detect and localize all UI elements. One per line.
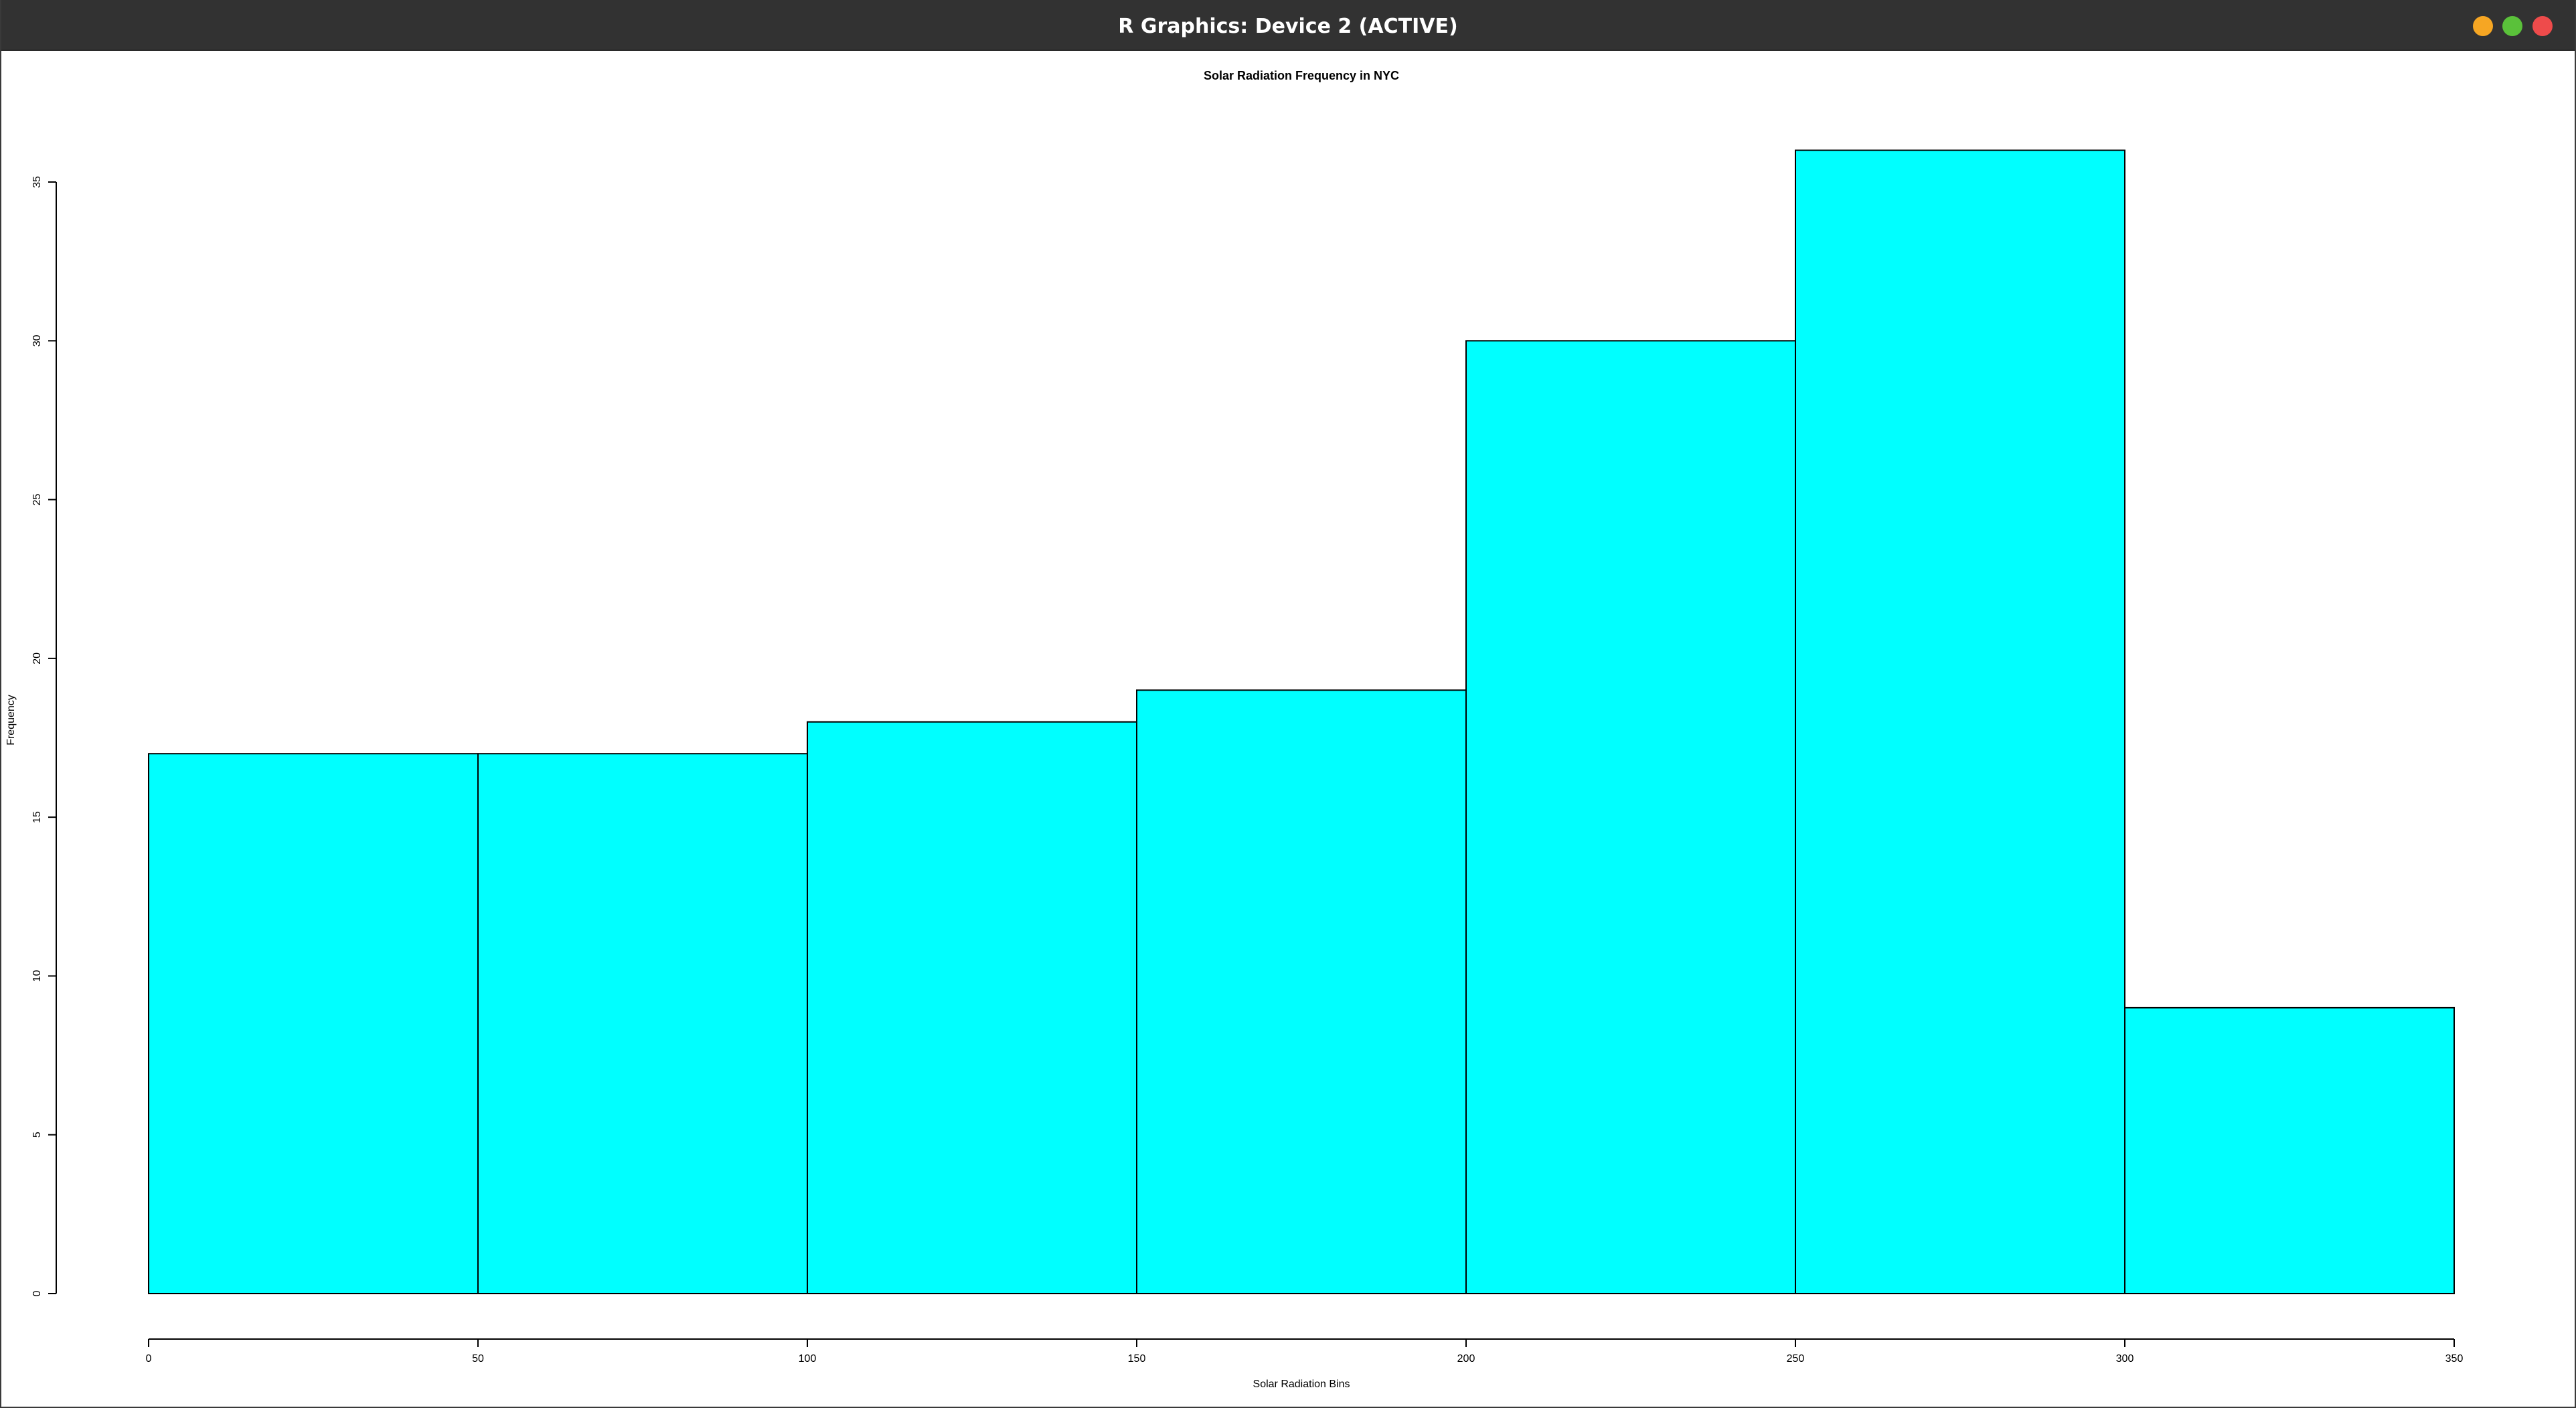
title-bar[interactable]: R Graphics: Device 2 (ACTIVE) [1,0,2575,51]
histogram-bar [807,721,1137,1294]
histogram-bar [2124,1006,2455,1295]
window-title: R Graphics: Device 2 (ACTIVE) [1118,15,1458,38]
y-tick-label: 25 [31,494,43,506]
y-tick-label: 10 [31,970,43,982]
y-tick-label: 20 [31,652,43,665]
close-button[interactable] [2532,16,2553,36]
histogram-bar [1136,689,1467,1294]
y-tick-label: 35 [31,176,43,188]
histogram-bar [1795,149,2125,1295]
y-axis: 0 5 10 15 20 25 30 35 [31,176,57,1296]
y-tick-label: 0 [31,1290,43,1296]
bars-group [148,149,2455,1295]
histogram-bar [1465,340,1796,1294]
chart-title: Solar Radiation Frequency in NYC [1204,69,1399,82]
x-tick-label: 150 [1128,1353,1146,1365]
x-tick-label: 300 [2116,1353,2134,1365]
x-tick-label: 0 [146,1353,152,1365]
minimize-button[interactable] [2473,16,2493,36]
histogram-bar [148,753,479,1294]
y-tick-label: 30 [31,335,43,347]
y-tick-label: 15 [31,811,43,823]
x-tick-label: 100 [799,1353,817,1365]
x-tick-label: 200 [1457,1353,1475,1365]
x-tick-label: 250 [1787,1353,1805,1365]
x-axis: 0 50 100 150 200 250 300 350 [146,1338,2464,1365]
y-axis-label: Frequency [5,695,17,745]
x-axis-label: Solar Radiation Bins [1253,1379,1350,1390]
histogram-plot: Solar Radiation Frequency in NYC 0 5 10 15 2… [5,69,2464,1390]
x-tick-label: 350 [2445,1353,2464,1365]
y-tick-label: 5 [31,1132,43,1138]
x-tick-label: 50 [472,1353,484,1365]
histogram-bar [477,753,808,1294]
maximize-button[interactable] [2502,16,2522,36]
